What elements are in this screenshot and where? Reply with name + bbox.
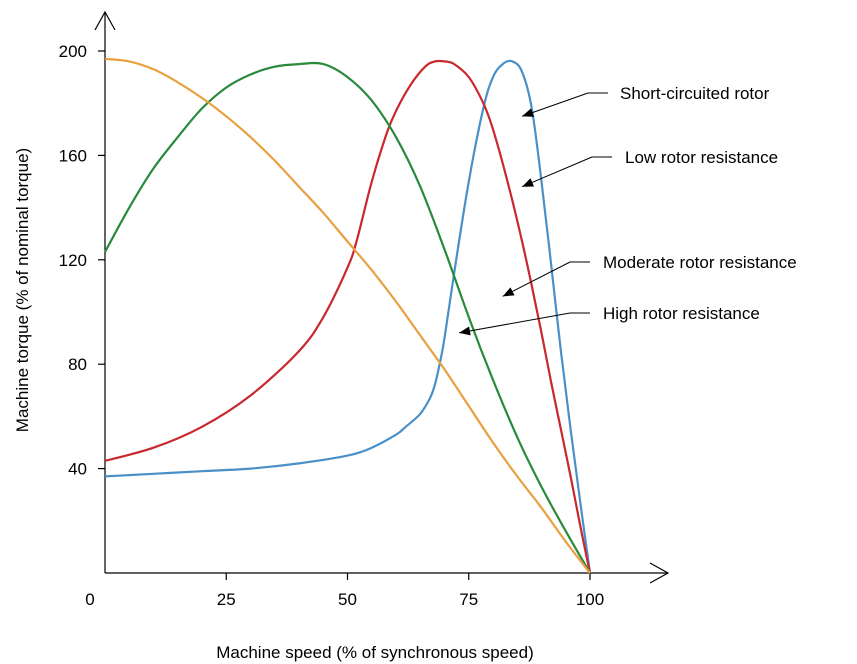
annotation-arrowhead-low-rotor-resistance xyxy=(522,178,534,187)
y-tick-label: 200 xyxy=(59,42,87,61)
y-tick-label: 80 xyxy=(68,355,87,374)
annotations: Short-circuited rotor Low rotor resistanc… xyxy=(458,84,797,336)
y-axis-label: Machine torque (% of nominal torque) xyxy=(13,148,32,432)
y-tick-label: 120 xyxy=(59,251,87,270)
y-tick-label: 40 xyxy=(68,460,87,479)
ticks: 0 25 50 75 100 40 80 120 160 200 xyxy=(59,42,605,609)
series-lines xyxy=(104,57,592,574)
x-tick-label: 50 xyxy=(338,590,357,609)
annotation-label-high-rotor-resistance: High rotor resistance xyxy=(603,304,760,323)
annotation-arrowhead-short-circuited-rotor xyxy=(522,108,534,117)
series-line-short-circuited-rotor xyxy=(104,59,592,574)
annotation-arrow-line-short-circuited-rotor xyxy=(521,92,589,117)
x-tick-label: 25 xyxy=(217,590,236,609)
series-line-low-rotor-resistance xyxy=(104,59,592,574)
annotation-label-short-circuited-rotor: Short-circuited rotor xyxy=(620,84,770,103)
annotation-arrow-line-low-rotor-resistance xyxy=(521,156,593,188)
annotation-arrowhead-moderate-rotor-resistance xyxy=(502,287,515,297)
annotation-arrow-line-moderate-rotor-resistance xyxy=(502,261,571,297)
annotation-arrowhead-high-rotor-resistance xyxy=(459,326,471,336)
annotation-label-moderate-rotor-resistance: Moderate rotor resistance xyxy=(603,253,797,272)
axes xyxy=(94,10,670,584)
series-line-high-rotor-resistance xyxy=(104,57,591,574)
series-line-moderate-rotor-resistance xyxy=(104,61,591,574)
annotation-label-low-rotor-resistance: Low rotor resistance xyxy=(625,148,778,167)
x-tick-label: 100 xyxy=(576,590,604,609)
y-axis-arrow xyxy=(94,10,116,31)
x-axis-label: Machine speed (% of synchronous speed) xyxy=(216,643,534,662)
annotation-arrow-line-high-rotor-resistance xyxy=(458,312,571,334)
x-axis-arrow xyxy=(649,562,670,584)
y-tick-label: 160 xyxy=(59,146,87,165)
x-tick-label: 75 xyxy=(459,590,478,609)
x-tick-label: 0 xyxy=(85,590,94,609)
